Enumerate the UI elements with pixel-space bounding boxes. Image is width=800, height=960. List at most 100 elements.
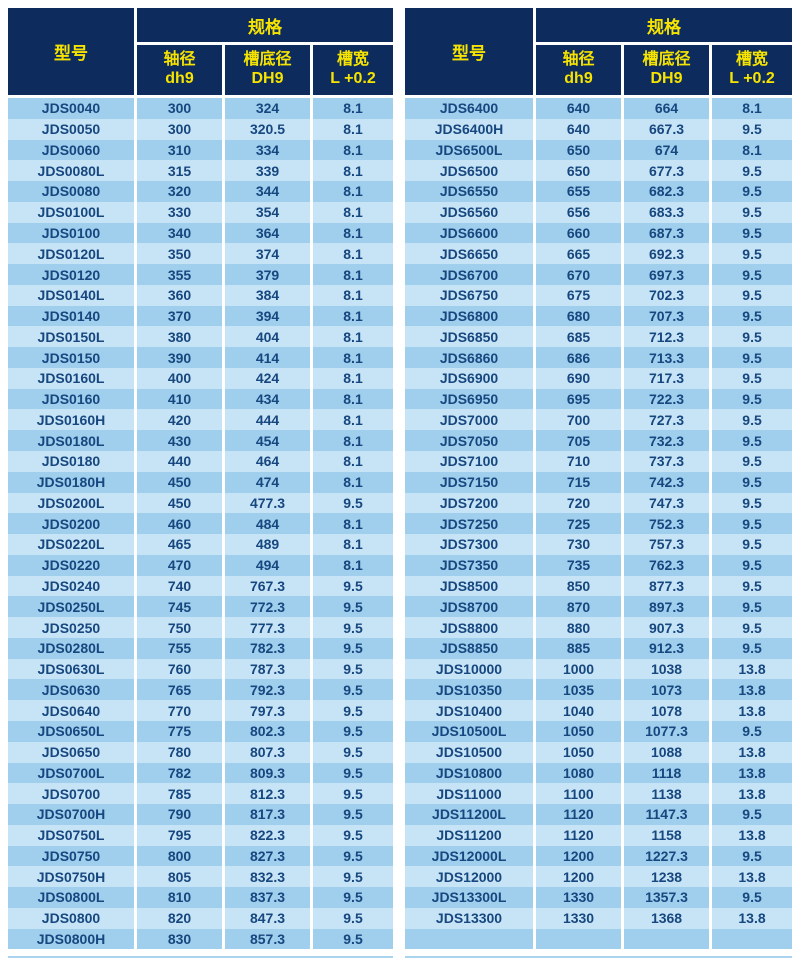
model-cell: JDS7100 bbox=[405, 451, 537, 472]
groove-width-cell: 9.5 bbox=[343, 744, 363, 761]
shaft-diameter-cell: 830 bbox=[137, 928, 225, 950]
shaft-diameter-cell: 685 bbox=[536, 326, 625, 348]
column-header-cn: 轴径 bbox=[562, 51, 595, 69]
groove-bottom-diameter-cell: 394 bbox=[225, 305, 313, 327]
groove-width-cell: 8.1 bbox=[343, 183, 363, 200]
groove-width-cell: 8.1 bbox=[343, 308, 363, 325]
table-row: JDS0150L 380 404 8.1 bbox=[8, 326, 394, 348]
groove-width-cell: 9.5 bbox=[742, 204, 762, 221]
groove-width-cell: 9.5 bbox=[343, 702, 363, 719]
shaft-diameter-cell: 870 bbox=[536, 596, 625, 618]
shaft-diameter-cell: 655 bbox=[536, 181, 625, 202]
table-row: JDS8500 850 877.3 9.5 bbox=[405, 575, 793, 597]
table-row: JDS0140L 360 384 8.1 bbox=[8, 284, 394, 306]
shaft-diameter-cell: 330 bbox=[137, 201, 225, 223]
model-cell: JDS8850 bbox=[405, 637, 537, 659]
shaft-diameter-cell: 1100 bbox=[536, 783, 625, 805]
groove-bottom-diameter-cell: 424 bbox=[225, 367, 313, 389]
groove-width-cell: 9.5 bbox=[742, 557, 762, 574]
groove-bottom-diameter-cell: 837.3 bbox=[225, 887, 313, 908]
shaft-diameter-cell: 850 bbox=[536, 575, 625, 597]
shaft-diameter-cell: 350 bbox=[137, 243, 225, 265]
model-cell: JDS12000L bbox=[405, 845, 537, 867]
shaft-diameter-cell: 735 bbox=[536, 554, 625, 576]
groove-width-cell: 9.5 bbox=[742, 619, 762, 636]
model-cell: JDS7150 bbox=[405, 471, 537, 493]
table-row: JDS10500L 1050 1077.3 9.5 bbox=[405, 720, 793, 742]
table-row: JDS6500L 650 674 8.1 bbox=[405, 139, 793, 161]
column-header-code: DH9 bbox=[251, 70, 284, 87]
table-row: JDS0240 740 767.3 9.5 bbox=[8, 575, 394, 597]
shaft-diameter-cell: 360 bbox=[137, 284, 225, 306]
table-row: JDS6750 675 702.3 9.5 bbox=[405, 284, 793, 306]
groove-bottom-diameter-cell: 667.3 bbox=[624, 118, 713, 140]
column-header-cn: 轴径 bbox=[163, 51, 196, 69]
shaft-diameter-cell: 710 bbox=[536, 451, 625, 472]
table-row: JDS11200L 1120 1147.3 9.5 bbox=[405, 804, 793, 825]
model-cell: JDS0800H bbox=[8, 928, 137, 950]
shaft-diameter-cell: 660 bbox=[536, 222, 625, 244]
model-cell: JDS6700 bbox=[405, 264, 537, 285]
shaft-diameter-cell: 805 bbox=[137, 866, 225, 888]
groove-width-cell: 8.1 bbox=[742, 100, 762, 117]
column-header-cn: 槽宽 bbox=[337, 51, 370, 69]
groove-bottom-diameter-cell: 907.3 bbox=[624, 617, 713, 638]
model-cell: JDS10500L bbox=[405, 720, 537, 742]
shaft-diameter-cell: 705 bbox=[536, 430, 625, 452]
table-row: JDS0150 390 414 8.1 bbox=[8, 347, 394, 368]
groove-bottom-diameter-cell: 822.3 bbox=[225, 824, 313, 846]
model-cell: JDS13300L bbox=[405, 887, 537, 908]
shaft-diameter-cell bbox=[536, 928, 625, 950]
shaft-diameter-cell: 715 bbox=[536, 471, 625, 493]
groove-bottom-diameter-cell: 752.3 bbox=[624, 513, 713, 535]
groove-bottom-diameter-cell: 857.3 bbox=[225, 928, 313, 950]
table-row: JDS0140 370 394 8.1 bbox=[8, 305, 394, 327]
shaft-diameter-cell: 885 bbox=[536, 637, 625, 659]
groove-width-cell: 9.5 bbox=[742, 121, 762, 138]
groove-width-cell: 9.5 bbox=[742, 577, 762, 594]
groove-width-cell: 9.5 bbox=[343, 577, 363, 594]
shaft-diameter-cell: 1050 bbox=[536, 720, 625, 742]
table-header: 型号 规格 轴径 dh9 槽底径 DH9 槽宽 L +0.2 bbox=[8, 8, 394, 98]
table-row: JDS0800L 810 837.3 9.5 bbox=[8, 887, 394, 908]
table-row: JDS10500 1050 1088 13.8 bbox=[405, 741, 793, 763]
table-row: JDS0630L 760 787.3 9.5 bbox=[8, 658, 394, 680]
shaft-diameter-cell: 1050 bbox=[536, 741, 625, 763]
shaft-diameter-cell: 775 bbox=[137, 720, 225, 742]
table-row: JDS0200 460 484 8.1 bbox=[8, 513, 394, 535]
model-cell: JDS0160 bbox=[8, 388, 137, 410]
groove-bottom-diameter-cell: 474 bbox=[225, 471, 313, 493]
groove-width-cell: 8.1 bbox=[343, 536, 363, 553]
table-row: JDS6500 650 677.3 9.5 bbox=[405, 160, 793, 182]
bottom-edge-line bbox=[8, 956, 393, 958]
groove-width-cell: 8.1 bbox=[343, 474, 363, 491]
groove-width-cell: 13.8 bbox=[738, 764, 766, 781]
model-cell: JDS11000 bbox=[405, 783, 537, 805]
groove-width-cell: 9.5 bbox=[742, 162, 762, 179]
model-cell: JDS0220 bbox=[8, 554, 137, 576]
table-row: JDS0250L 745 772.3 9.5 bbox=[8, 596, 394, 618]
groove-bottom-diameter-cell: 379 bbox=[225, 264, 313, 285]
groove-width-cell: 8.1 bbox=[343, 557, 363, 574]
groove-width-cell: 8.1 bbox=[343, 266, 363, 283]
groove-bottom-diameter-cell: 1077.3 bbox=[624, 720, 713, 742]
groove-bottom-diameter-cell: 1038 bbox=[624, 658, 713, 680]
groove-bottom-diameter-cell: 404 bbox=[225, 326, 313, 348]
groove-width-column-header: 槽宽 L +0.2 bbox=[712, 45, 793, 98]
table-row: JDS0120 355 379 8.1 bbox=[8, 264, 394, 285]
groove-bottom-diameter-cell: 912.3 bbox=[624, 637, 713, 659]
model-cell: JDS10400 bbox=[405, 700, 537, 721]
shaft-diameter-cell: 390 bbox=[137, 347, 225, 368]
groove-width-cell: 9.5 bbox=[343, 598, 363, 615]
table-row: JDS10000 1000 1038 13.8 bbox=[405, 658, 793, 680]
table-row: JDS7250 725 752.3 9.5 bbox=[405, 513, 793, 535]
groove-width-cell: 9.5 bbox=[343, 723, 363, 740]
groove-width-cell: 8.1 bbox=[343, 453, 363, 470]
groove-bottom-diameter-cell: 722.3 bbox=[624, 388, 713, 410]
table-row: JDS0750L 795 822.3 9.5 bbox=[8, 824, 394, 846]
groove-width-cell: 8.1 bbox=[343, 245, 363, 262]
shaft-diameter-cell: 1040 bbox=[536, 700, 625, 721]
groove-bottom-diameter-cell: 827.3 bbox=[225, 845, 313, 867]
model-cell: JDS6500 bbox=[405, 160, 537, 182]
shaft-diameter-cell: 315 bbox=[137, 160, 225, 182]
